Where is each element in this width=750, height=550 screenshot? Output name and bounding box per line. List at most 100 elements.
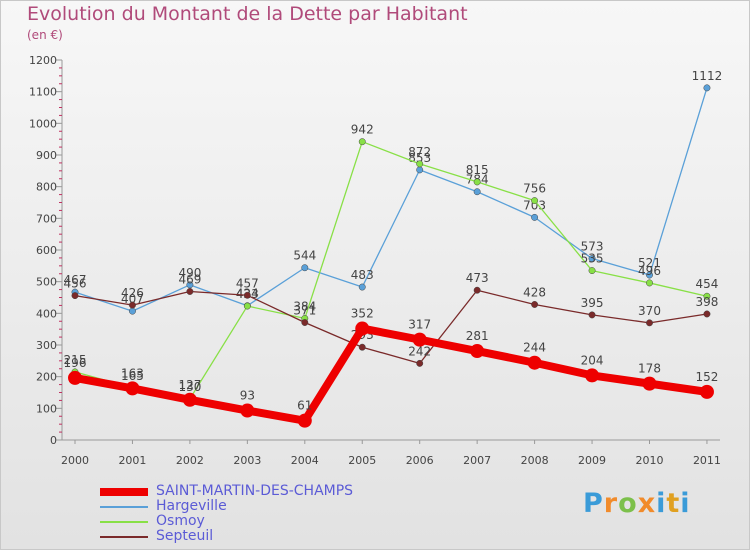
legend-entry: Osmoy xyxy=(100,514,353,529)
data-point xyxy=(240,403,255,418)
data-point xyxy=(416,160,424,168)
data-point xyxy=(125,381,140,396)
data-label: 872 xyxy=(408,145,431,159)
data-point xyxy=(531,213,539,221)
data-label: 281 xyxy=(466,329,489,343)
data-point xyxy=(588,267,596,275)
logo-letter: t xyxy=(666,488,681,519)
data-point xyxy=(473,178,481,186)
data-point xyxy=(297,413,312,428)
y-tick-label: 1100 xyxy=(29,86,57,99)
y-tick-label: 1000 xyxy=(29,117,57,130)
data-label: 242 xyxy=(408,344,431,358)
data-label: 395 xyxy=(581,296,604,310)
series-line xyxy=(74,87,708,312)
legend-label: Hargeville xyxy=(156,498,227,514)
chart-legend: SAINT-MARTIN-DES-CHAMPS Hargeville Osmoy Se… xyxy=(100,484,353,544)
data-label: 61 xyxy=(297,399,312,413)
data-label: 473 xyxy=(466,271,489,285)
series-line xyxy=(74,141,708,400)
y-tick-label: 600 xyxy=(36,244,57,257)
data-point xyxy=(531,197,539,205)
x-tick-label: 2010 xyxy=(636,454,664,467)
data-point xyxy=(129,307,136,315)
y-tick-label: 500 xyxy=(36,276,57,289)
data-point xyxy=(243,302,251,310)
series-line xyxy=(74,289,708,365)
data-point xyxy=(358,138,366,146)
data-point xyxy=(186,288,194,295)
data-point xyxy=(412,332,427,347)
data-label: 371 xyxy=(293,304,316,318)
data-point xyxy=(182,392,197,407)
x-tick-label: 2007 xyxy=(463,454,491,467)
y-tick-label: 900 xyxy=(36,149,57,162)
y-tick-label: 100 xyxy=(36,402,57,415)
legend-swatch xyxy=(100,487,148,496)
data-point xyxy=(358,283,366,291)
data-label: 535 xyxy=(581,252,604,266)
data-label: 196 xyxy=(64,356,87,370)
data-label: 496 xyxy=(638,264,661,278)
legend-label: Osmoy xyxy=(156,513,205,529)
data-label: 456 xyxy=(64,277,87,291)
data-label: 483 xyxy=(351,268,374,282)
data-label: 573 xyxy=(581,240,604,254)
x-tick-label: 2001 xyxy=(118,454,146,467)
data-label: 428 xyxy=(523,285,546,299)
logo-letter: o xyxy=(618,488,638,519)
data-label: 215 xyxy=(64,353,87,367)
data-point xyxy=(68,370,82,385)
data-label: 457 xyxy=(236,276,259,290)
data-point xyxy=(301,264,309,272)
logo-letter: x xyxy=(637,488,657,519)
x-tick-label: 2002 xyxy=(176,454,204,467)
x-tick-label: 2004 xyxy=(291,454,319,467)
data-label: 467 xyxy=(64,273,87,287)
data-label: 703 xyxy=(523,198,546,212)
x-tick-label: 2003 xyxy=(233,454,261,467)
data-point xyxy=(355,321,370,336)
series-line xyxy=(74,324,708,425)
data-point xyxy=(301,319,309,326)
data-label: 127 xyxy=(178,378,201,392)
logo-letter: r xyxy=(603,488,619,519)
line-chart: 0 100 200 300 400 500 600 700 800 900 1000 1100 1200… xyxy=(29,54,723,467)
data-label: 490 xyxy=(178,266,201,280)
x-tick-label: 2005 xyxy=(348,454,376,467)
data-point xyxy=(646,279,653,287)
chart-title: Evolution du Montant de la Dette par Hab… xyxy=(27,3,468,25)
data-label: 942 xyxy=(351,123,374,137)
logo-letter: P xyxy=(583,488,604,519)
data-label: 130 xyxy=(178,380,201,394)
data-point xyxy=(588,311,596,319)
legend-swatch xyxy=(100,505,148,508)
y-tick-label: 400 xyxy=(36,307,57,320)
y-tick-label: 800 xyxy=(36,181,57,194)
data-point xyxy=(703,310,711,318)
data-point xyxy=(703,292,711,300)
data-label: 178 xyxy=(638,362,661,376)
data-label: 398 xyxy=(695,295,718,309)
logo-letter: i xyxy=(656,488,667,519)
legend-swatch xyxy=(100,520,148,523)
data-label: 370 xyxy=(638,304,661,318)
data-label: 152 xyxy=(695,370,718,384)
chart-subtitle: (en €) xyxy=(27,28,63,42)
y-tick-label: 200 xyxy=(36,371,57,384)
data-label: 454 xyxy=(695,277,718,291)
y-tick-label: 0 xyxy=(50,434,57,447)
data-point xyxy=(473,188,481,196)
data-label: 204 xyxy=(581,353,604,367)
data-point xyxy=(129,301,136,309)
legend-label: SAINT-MARTIN-DES-CHAMPS xyxy=(156,483,354,499)
x-tick-label: 2009 xyxy=(578,454,606,467)
data-point xyxy=(703,84,711,92)
legend-swatch xyxy=(100,535,148,538)
data-label: 352 xyxy=(351,307,374,321)
data-label: 163 xyxy=(121,366,144,380)
data-point xyxy=(699,384,714,399)
data-label: 815 xyxy=(466,163,489,177)
data-label: 1112 xyxy=(692,69,723,83)
